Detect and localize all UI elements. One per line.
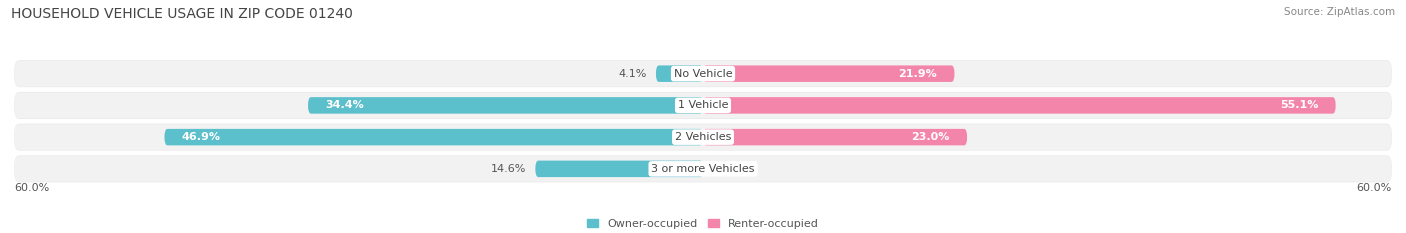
- FancyBboxPatch shape: [14, 61, 1392, 86]
- FancyBboxPatch shape: [536, 161, 703, 177]
- FancyBboxPatch shape: [14, 156, 1392, 182]
- Text: 21.9%: 21.9%: [898, 69, 938, 79]
- FancyBboxPatch shape: [703, 97, 1336, 114]
- FancyBboxPatch shape: [14, 124, 1392, 150]
- Text: 0.0%: 0.0%: [713, 164, 741, 174]
- Text: HOUSEHOLD VEHICLE USAGE IN ZIP CODE 01240: HOUSEHOLD VEHICLE USAGE IN ZIP CODE 0124…: [11, 7, 353, 21]
- FancyBboxPatch shape: [14, 124, 1392, 151]
- FancyBboxPatch shape: [308, 97, 703, 114]
- Text: Source: ZipAtlas.com: Source: ZipAtlas.com: [1284, 7, 1395, 17]
- FancyBboxPatch shape: [14, 60, 1392, 87]
- Text: 60.0%: 60.0%: [14, 183, 49, 193]
- FancyBboxPatch shape: [703, 129, 967, 145]
- Text: 23.0%: 23.0%: [911, 132, 950, 142]
- FancyBboxPatch shape: [165, 129, 703, 145]
- Text: 14.6%: 14.6%: [491, 164, 526, 174]
- Text: 55.1%: 55.1%: [1279, 100, 1319, 110]
- Text: 4.1%: 4.1%: [619, 69, 647, 79]
- Text: No Vehicle: No Vehicle: [673, 69, 733, 79]
- Text: 60.0%: 60.0%: [1357, 183, 1392, 193]
- Text: 34.4%: 34.4%: [325, 100, 364, 110]
- FancyBboxPatch shape: [703, 65, 955, 82]
- Legend: Owner-occupied, Renter-occupied: Owner-occupied, Renter-occupied: [582, 214, 824, 233]
- Text: 1 Vehicle: 1 Vehicle: [678, 100, 728, 110]
- FancyBboxPatch shape: [14, 92, 1392, 119]
- Text: 3 or more Vehicles: 3 or more Vehicles: [651, 164, 755, 174]
- FancyBboxPatch shape: [14, 155, 1392, 182]
- FancyBboxPatch shape: [657, 65, 703, 82]
- Text: 2 Vehicles: 2 Vehicles: [675, 132, 731, 142]
- FancyBboxPatch shape: [14, 93, 1392, 118]
- Text: 46.9%: 46.9%: [181, 132, 221, 142]
